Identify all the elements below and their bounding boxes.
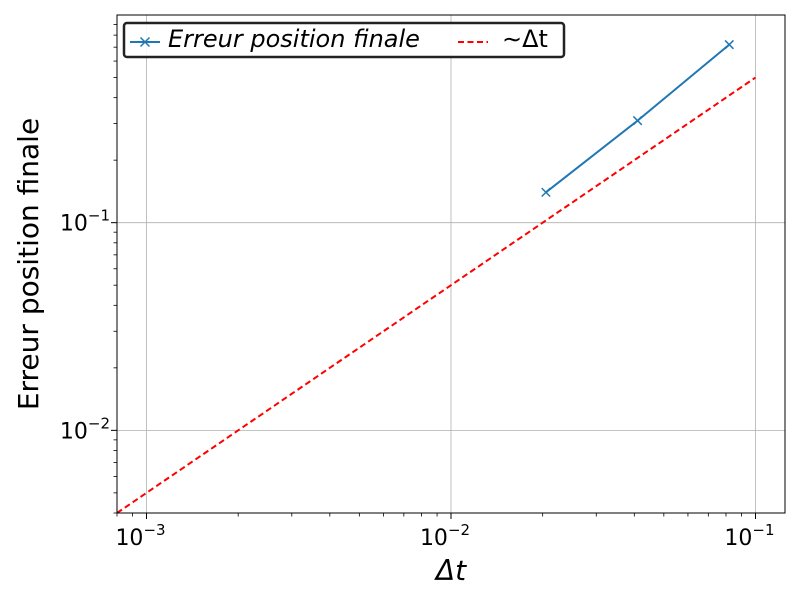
data-point-1 [541,187,551,198]
data-point-2 [632,115,643,126]
tick-labels: 10−3 10−2 10−1 10−2 10−1 [60,207,775,551]
x-tick-label-3: 10−1 [724,521,774,551]
x-tick-label-2: 10−2 [420,521,470,551]
y-tick-label-2: 10−1 [60,207,110,237]
plot-frame [116,14,786,514]
minor-ticks [113,24,742,517]
grid-lines [117,15,785,513]
legend-label-series-2: ∼Δt [502,25,548,53]
x-tick-label-1: 10−3 [115,521,165,551]
legend-marker-series-1 [139,36,151,48]
series-line-2 [117,76,757,513]
legend-label-series-1: Erreur position finale [168,25,420,53]
legend-frame [122,21,566,59]
data-point-3 [724,39,734,50]
major-ticks [111,222,756,519]
series-layer [117,39,757,513]
x-axis-label: Δt [434,554,467,587]
y-axis-label: Erreur position finale [12,118,45,410]
legend: Erreur position finale ∼Δt [122,21,566,59]
y-tick-label-1: 10−2 [60,414,110,444]
